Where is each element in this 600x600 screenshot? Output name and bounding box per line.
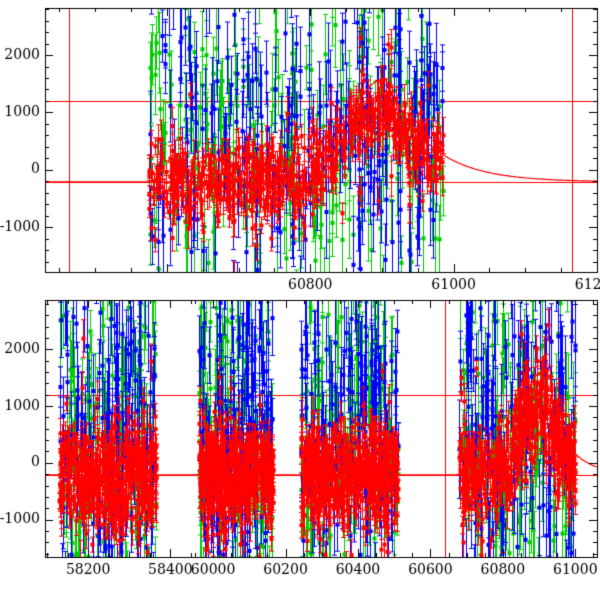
light-curve-figure bbox=[0, 0, 600, 600]
light-curve-chart-canvas bbox=[0, 0, 600, 600]
